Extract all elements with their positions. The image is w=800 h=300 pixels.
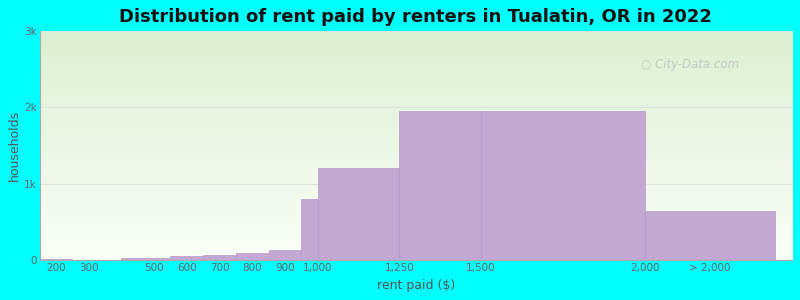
Bar	[302, 199, 318, 260]
Bar	[40, 259, 72, 260]
Bar	[269, 250, 302, 260]
Bar	[170, 256, 203, 260]
Bar	[236, 253, 269, 260]
Bar	[481, 111, 645, 260]
Y-axis label: households: households	[8, 110, 22, 181]
X-axis label: rent paid ($): rent paid ($)	[377, 279, 454, 292]
Bar	[122, 258, 170, 260]
Title: Distribution of rent paid by renters in Tualatin, OR in 2022: Distribution of rent paid by renters in …	[119, 8, 712, 26]
Bar	[645, 211, 775, 260]
Bar	[203, 255, 236, 260]
Bar	[399, 111, 481, 260]
Bar	[318, 169, 399, 260]
Text: ○ City-Data.com: ○ City-Data.com	[642, 58, 739, 71]
